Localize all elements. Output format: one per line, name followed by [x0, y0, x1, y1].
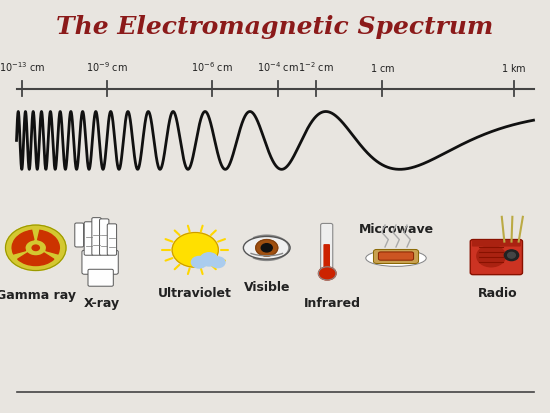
Circle shape — [6, 225, 66, 271]
Text: $10^{-13}$ cm: $10^{-13}$ cm — [0, 61, 45, 74]
Text: Gamma ray: Gamma ray — [0, 289, 76, 302]
Text: $1$ cm: $1$ cm — [370, 62, 395, 74]
FancyBboxPatch shape — [75, 223, 84, 247]
FancyBboxPatch shape — [373, 249, 419, 263]
Wedge shape — [18, 253, 54, 266]
Circle shape — [256, 240, 278, 256]
Wedge shape — [12, 230, 34, 254]
Text: $1^{-2}$ cm: $1^{-2}$ cm — [298, 61, 334, 74]
FancyBboxPatch shape — [323, 244, 330, 268]
Text: Microwave: Microwave — [359, 223, 433, 236]
Text: The Electromagnetic Spectrum: The Electromagnetic Spectrum — [56, 15, 494, 39]
Wedge shape — [37, 230, 59, 254]
Circle shape — [32, 245, 40, 251]
FancyBboxPatch shape — [472, 240, 521, 247]
Circle shape — [318, 267, 336, 280]
Text: Radio: Radio — [478, 287, 518, 300]
FancyBboxPatch shape — [84, 222, 94, 255]
Ellipse shape — [243, 236, 290, 259]
FancyBboxPatch shape — [107, 224, 117, 255]
Circle shape — [29, 243, 42, 253]
Circle shape — [191, 256, 207, 268]
Circle shape — [172, 233, 218, 267]
FancyBboxPatch shape — [88, 269, 113, 286]
Text: $10^{-6}$ cm: $10^{-6}$ cm — [191, 61, 233, 74]
Circle shape — [200, 253, 218, 266]
Text: X-ray: X-ray — [84, 297, 120, 310]
Text: Ultraviolet: Ultraviolet — [158, 287, 232, 300]
FancyBboxPatch shape — [92, 218, 101, 255]
Text: $10^{-9}$ cm: $10^{-9}$ cm — [86, 61, 128, 74]
Text: $1$ km: $1$ km — [502, 62, 527, 74]
Ellipse shape — [366, 250, 426, 266]
FancyBboxPatch shape — [100, 219, 109, 255]
Text: Infrared: Infrared — [304, 297, 361, 310]
Circle shape — [504, 250, 519, 261]
Text: Visible: Visible — [244, 280, 290, 294]
Circle shape — [211, 257, 225, 268]
Circle shape — [261, 244, 272, 252]
FancyBboxPatch shape — [470, 240, 522, 275]
FancyBboxPatch shape — [378, 252, 414, 260]
Circle shape — [508, 252, 515, 258]
Circle shape — [477, 245, 505, 267]
Text: $10^{-4}$ cm: $10^{-4}$ cm — [257, 61, 299, 74]
FancyBboxPatch shape — [82, 250, 118, 274]
FancyBboxPatch shape — [321, 223, 333, 272]
